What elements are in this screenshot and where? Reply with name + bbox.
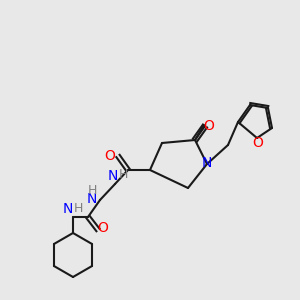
- Text: O: O: [204, 119, 214, 133]
- Text: N: N: [87, 192, 97, 206]
- Text: N: N: [108, 169, 118, 183]
- Text: N: N: [63, 202, 73, 216]
- Text: N: N: [202, 156, 212, 170]
- Text: H: H: [87, 184, 97, 196]
- Text: O: O: [253, 136, 263, 150]
- Text: H: H: [73, 202, 83, 215]
- Text: O: O: [98, 221, 108, 235]
- Text: H: H: [118, 169, 128, 182]
- Text: O: O: [105, 149, 116, 163]
